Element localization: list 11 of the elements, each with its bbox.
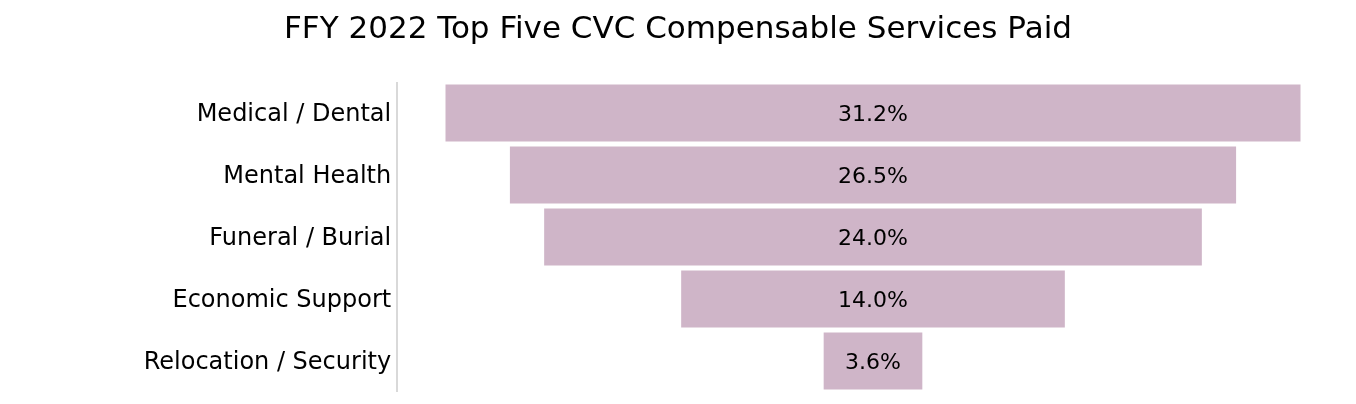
text: FFY 2022 Top Five CVC Compensable Services Paid <box>284 8 1072 45</box>
category-label: Medical / Dental <box>196 99 392 128</box>
data-label: 14.0% <box>838 286 908 312</box>
data-label: 26.5% <box>838 162 908 188</box>
data-label: 3.6% <box>845 348 901 374</box>
data-label: 24.0% <box>838 224 908 250</box>
data-label: 31.2% <box>838 100 908 126</box>
category-label: Mental Health <box>223 161 392 190</box>
category-label: Funeral / Burial <box>209 223 392 252</box>
category-label: Economic Support <box>172 285 392 314</box>
category-label: Relocation / Security <box>143 347 392 376</box>
